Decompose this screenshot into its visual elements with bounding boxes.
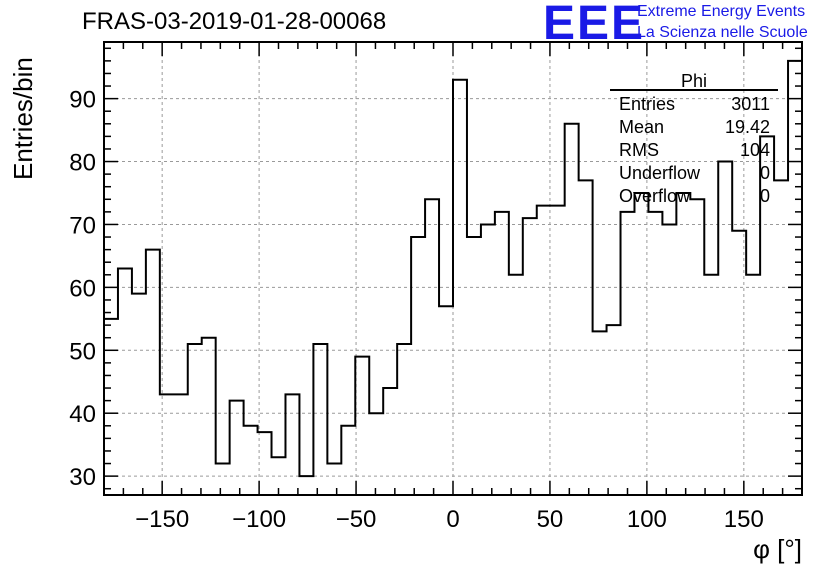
stats-value: 0	[760, 186, 770, 206]
x-tick-labels: −150 −100 −50 0 50 100 150	[135, 506, 764, 533]
y-tick-label: 30	[69, 464, 96, 491]
stats-label: Entries	[619, 94, 675, 114]
x-tick-label: 150	[724, 506, 764, 533]
x-tick-label: 100	[627, 506, 667, 533]
logo-subtitle-line1: Extreme Energy Events	[637, 3, 806, 20]
y-tick-label: 90	[69, 87, 96, 114]
y-tick-label: 60	[69, 275, 96, 302]
x-tick-label: −150	[135, 506, 189, 533]
axis-ticks	[103, 42, 803, 495]
y-axis-title: Entries/bin	[8, 57, 38, 180]
y-tick-label: 80	[69, 150, 96, 177]
x-tick-label: 50	[537, 506, 564, 533]
y-tick-labels: 30 40 50 60 70 80 90	[69, 87, 96, 492]
stats-label: Overflow	[619, 186, 691, 206]
logo-subtitle-line2: La Scienza nelle Scuole	[637, 24, 808, 41]
x-axis-title: φ [°]	[753, 534, 802, 564]
chart-title: FRAS-03-2019-01-28-00068	[82, 8, 387, 35]
stats-value: 3011	[731, 94, 770, 114]
stats-name: Phi	[681, 71, 707, 91]
stats-label: RMS	[619, 140, 659, 160]
y-tick-label: 70	[69, 212, 96, 239]
stats-label: Underflow	[619, 163, 701, 183]
stats-box: Phi Entries 3011 Mean 19.42 RMS 104 Underflow 0…	[610, 71, 778, 206]
x-tick-label: −50	[336, 506, 377, 533]
stats-value: 0	[760, 163, 770, 183]
stats-value: 104	[740, 140, 770, 160]
x-tick-label: −100	[232, 506, 286, 533]
stats-label: Mean	[619, 117, 664, 137]
y-tick-label: 50	[69, 338, 96, 365]
histogram-line	[104, 59, 802, 478]
x-tick-label: 0	[446, 506, 459, 533]
y-tick-label: 40	[69, 401, 96, 428]
stats-value: 19.42	[725, 117, 770, 137]
